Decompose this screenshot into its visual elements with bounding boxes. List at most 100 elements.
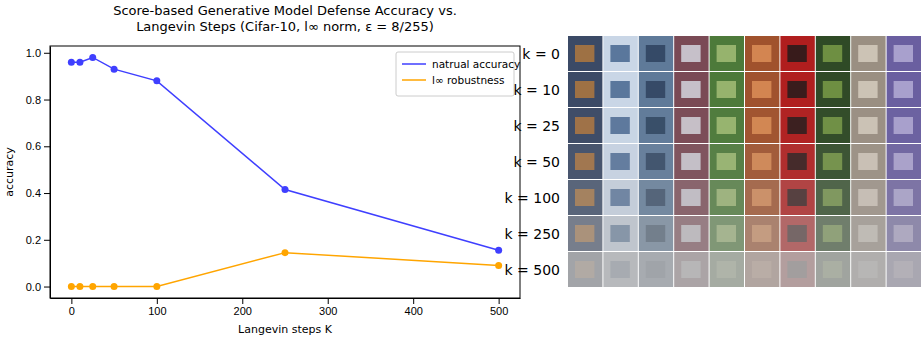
image-tile (816, 144, 850, 179)
image-tile (780, 144, 814, 179)
image-tile-detail (823, 45, 842, 62)
canvas: 01002003004005000.00.20.40.60.81.0Score-… (0, 0, 922, 341)
image-tile (780, 216, 814, 251)
tick: 0.4 (26, 187, 50, 199)
image-tile-detail (894, 153, 913, 170)
image-tile (710, 216, 744, 251)
image-tile (745, 108, 779, 143)
x-axis: 0 100 200 300 400 500 (51, 298, 521, 317)
tick-label: 1.0 (26, 47, 41, 59)
image-tile (745, 144, 779, 179)
image-tile (745, 72, 779, 107)
tick-label: 0.4 (26, 187, 41, 199)
image-tile-detail (717, 81, 736, 98)
image-tile-detail (646, 225, 665, 242)
data-point (68, 59, 75, 66)
image-tile-detail (894, 81, 913, 98)
image-tile (851, 36, 885, 71)
data-point (153, 283, 160, 290)
image-tile (639, 108, 673, 143)
image-tile-detail (823, 225, 842, 242)
image-tile-detail (752, 81, 771, 98)
image-tile-detail (752, 189, 771, 206)
row-label: k = 500 (505, 262, 560, 278)
image-tile-detail (575, 45, 594, 62)
tick-mark (157, 298, 158, 304)
tick: 200 (234, 298, 252, 317)
tick: 500 (490, 298, 508, 317)
row-label: k = 0 (522, 46, 560, 62)
image-tile-detail (894, 117, 913, 134)
image-tile-detail (894, 225, 913, 242)
tick-label: 0 (69, 305, 75, 317)
y-axis-title: accuracy (3, 147, 16, 197)
image-tile-detail (681, 261, 700, 278)
image-tile-detail (823, 117, 842, 134)
image-tile (745, 180, 779, 215)
image-tile (887, 108, 921, 143)
image-tile (710, 108, 744, 143)
tick: 0.2 (26, 234, 50, 246)
tick-mark (413, 298, 414, 304)
image-tile (674, 36, 708, 71)
data-point (495, 262, 502, 269)
row-label: k = 10 (513, 82, 560, 98)
image-tile (568, 216, 602, 251)
x-axis-title: Langevin steps K (238, 323, 333, 336)
data-point (282, 186, 289, 193)
image-tile (816, 108, 850, 143)
image-tile-detail (717, 153, 736, 170)
image-tile-detail (752, 117, 771, 134)
image-tile (603, 36, 637, 71)
image-tile-detail (681, 45, 700, 62)
tick: 0.8 (26, 94, 50, 106)
image-tile-detail (681, 117, 700, 134)
tick-mark (328, 298, 329, 304)
image-tile-detail (823, 189, 842, 206)
data-point (68, 283, 75, 290)
data-point (89, 283, 96, 290)
image-tile (568, 144, 602, 179)
image-tile-detail (610, 153, 629, 170)
image-tile-detail (717, 225, 736, 242)
image-tile (603, 144, 637, 179)
image-tile-detail (610, 81, 629, 98)
image-tile-detail (787, 81, 806, 98)
image-tile (674, 72, 708, 107)
legend-swatch (402, 63, 426, 65)
image-tile (851, 108, 885, 143)
image-tile-detail (858, 81, 877, 98)
image-tile-detail (610, 45, 629, 62)
tick: 300 (319, 298, 337, 317)
image-tile (745, 216, 779, 251)
image-tile-detail (894, 45, 913, 62)
image-tile-detail (717, 117, 736, 134)
data-point (111, 283, 118, 290)
image-tile (674, 144, 708, 179)
data-point (495, 247, 502, 254)
tick: 100 (148, 298, 166, 317)
image-tile-detail (823, 81, 842, 98)
legend-swatch (402, 79, 426, 81)
image-tile-detail (646, 117, 665, 134)
image-tile (816, 180, 850, 215)
data-point (153, 77, 160, 84)
y-axis: 0.00.20.40.60.81.0 (26, 47, 51, 299)
image-tile (851, 180, 885, 215)
image-tile (674, 252, 708, 287)
tick-mark (71, 298, 72, 304)
image-tile (780, 180, 814, 215)
image-tile-detail (575, 189, 594, 206)
image-tile-detail (717, 45, 736, 62)
image-tile-detail (575, 117, 594, 134)
image-tile-detail (823, 153, 842, 170)
image-tile-detail (752, 225, 771, 242)
image-tile-detail (858, 153, 877, 170)
image-tile-detail (752, 261, 771, 278)
tick: 400 (405, 298, 423, 317)
image-tile (710, 36, 744, 71)
image-tile-detail (646, 153, 665, 170)
tick-label: 0.8 (26, 94, 41, 106)
tick-label: 300 (319, 305, 337, 317)
image-tile (887, 180, 921, 215)
